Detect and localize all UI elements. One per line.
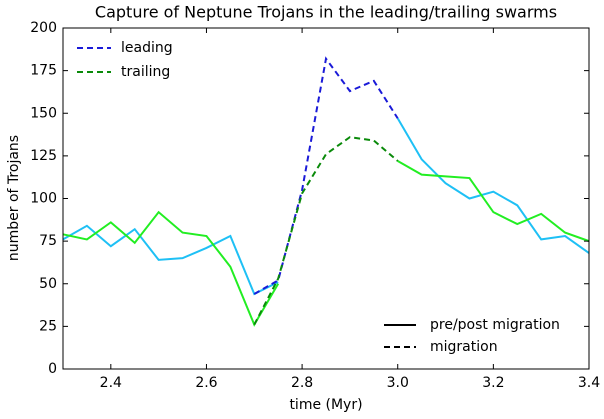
- y-tick-label: 75: [39, 233, 57, 249]
- y-tick-label: 150: [30, 105, 57, 121]
- y-tick-label: 175: [30, 63, 57, 79]
- migration-line: [253, 136, 399, 326]
- migration-line: [253, 56, 399, 295]
- pre-post-line: [62, 160, 590, 327]
- chart-title: Capture of Neptune Trojans in the leadin…: [95, 3, 557, 22]
- y-tick-label: 100: [30, 191, 57, 207]
- x-tick-label: 2.6: [195, 375, 217, 391]
- x-tick-label: 3.4: [578, 375, 600, 391]
- style-legend-label: migration: [430, 339, 498, 355]
- x-axis-label: time (Myr): [289, 397, 362, 413]
- x-tick-label: 3.2: [482, 375, 504, 391]
- y-tick-label: 200: [30, 20, 57, 36]
- x-tick-label: 3.0: [387, 375, 409, 391]
- y-tick-label: 25: [39, 318, 57, 334]
- y-tick-label: 50: [39, 276, 57, 292]
- style-legend-label: pre/post migration: [430, 317, 560, 333]
- y-tick-label: 125: [30, 148, 57, 164]
- x-tick-label: 2.4: [100, 375, 122, 391]
- legend-label: leading: [121, 40, 173, 56]
- legend-label: trailing: [121, 64, 170, 80]
- y-axis-label: number of Trojans: [6, 135, 22, 261]
- y-tick-label: 0: [48, 361, 57, 377]
- pre-post-line: [62, 117, 590, 296]
- x-tick-label: 2.8: [291, 375, 313, 391]
